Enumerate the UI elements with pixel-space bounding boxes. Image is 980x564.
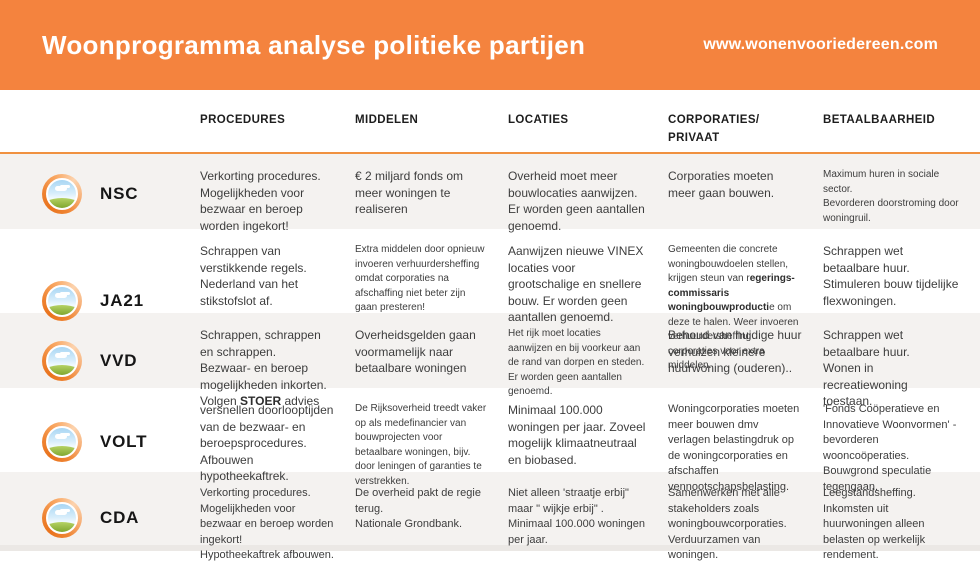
cell-locaties-ja21: Aanwijzen nieuwe VINEX locaties voor gro…: [508, 244, 644, 325]
party-name: VOLT: [100, 431, 148, 451]
party-row-volt: VOLT versnellen doorlooptijden van de bez…: [0, 388, 980, 493]
landscape-globe-icon: [46, 502, 78, 535]
party-table: NSC Verkorting procedures. Mogelijkheden …: [0, 154, 980, 561]
cell-corporaties-privaat-ja21: Gemeenten die concrete woningbouwdoelen …: [668, 244, 799, 371]
cell-middelen-ja21: Extra middelen door opnieuw invoeren ver…: [355, 244, 485, 313]
footer-strip: [0, 545, 980, 551]
cell-betaalbaarheid-volt: 'Fonds Coöperatieve en Innovatieve Woonv…: [823, 403, 957, 494]
party-logo-icon: [42, 498, 82, 539]
party-name: CDA: [100, 508, 140, 528]
cell-middelen-vvd: Overheidsgelden gaan voormamelijk naar b…: [355, 328, 476, 376]
party-name: NSC: [100, 184, 139, 204]
cell-betaalbaarheid-ja21: Schrappen wet betaalbare huur. Stimulere…: [823, 244, 959, 308]
hill-icon: [48, 522, 76, 533]
party-row-ja21: JA21 Schrappen van verstikkende regels. N…: [0, 229, 980, 371]
hill-icon: [48, 365, 76, 376]
cell-procedures-volt: versnellen doorlooptijden van de bezwaar…: [200, 403, 334, 484]
cell-procedures-cda: Verkorting procedures. Mogelijkheden voo…: [200, 487, 334, 562]
cell-betaalbaarheid-cda: Leegstandsheffing. Inkomsten uit huurwon…: [823, 487, 926, 562]
party-cell-cda: CDA: [0, 472, 200, 564]
cell-corporaties-privaat-nsc: Corporaties moeten meer gaan bouwen.: [668, 169, 775, 200]
cell-locaties-vvd: Het rijk moet locaties aanwijzen en bij …: [508, 328, 645, 397]
column-header-middelen: MIDDELEN: [355, 114, 419, 126]
party-cell-volt: VOLT: [0, 388, 200, 496]
hill-icon: [48, 305, 76, 316]
header-banner: Woonprogramma analyse politieke partijen…: [0, 0, 980, 90]
party-logo-icon: [42, 421, 82, 462]
party-cell-ja21: JA21: [0, 229, 200, 374]
header-divider-line: [0, 152, 980, 154]
hill-icon: [48, 198, 76, 209]
website-link[interactable]: www.wonenvooriedereen.com: [703, 36, 938, 53]
cell-betaalbaarheid-nsc: Maximum huren in sociale sector. Bevorde…: [823, 169, 959, 224]
party-name: VVD: [100, 351, 138, 371]
cell-locaties-cda: Niet alleen 'straatje erbij" maar " wijk…: [508, 487, 645, 546]
cloud-icon: [55, 186, 67, 192]
cell-procedures-nsc: Verkorting procedures. Mogelijkheden voo…: [200, 169, 321, 233]
party-logo-icon: [42, 174, 82, 215]
party-logo-icon: [42, 341, 82, 382]
page-title: Woonprogramma analyse politieke partijen: [42, 29, 586, 60]
cell-betaalbaarheid-vvd: Schrappen wet betaalbare huur. Wonen in …: [823, 328, 910, 409]
party-name: JA21: [100, 291, 144, 311]
party-row-cda: CDA Verkorting procedures. Mogelijkheden …: [0, 472, 980, 561]
party-row-vvd: VVD Schrappen, schrappen en schrappen. Be…: [0, 313, 980, 408]
cell-middelen-volt: De Rijksoverheid treedt vaker op als med…: [355, 403, 487, 487]
column-header-corporaties-privaat: CORPORATIES/ PRIVAAT: [668, 114, 760, 144]
cell-procedures-vvd: Schrappen, schrappen en schrappen. Bezwa…: [200, 328, 327, 409]
column-header-procedures: PROCEDURES: [200, 114, 286, 126]
cell-locaties-volt: Minimaal 100.000 woningen per jaar. Zove…: [508, 403, 646, 467]
cell-middelen-cda: De overheid pakt de regie terug. Nationa…: [355, 487, 481, 531]
cloud-icon: [55, 293, 67, 299]
party-row-nsc: NSC Verkorting procedures. Mogelijkheden …: [0, 154, 980, 233]
cell-corporaties-privaat-volt: Woningcorporaties moeten meer bouwen dmv…: [668, 403, 800, 494]
party-cell-nsc: NSC: [0, 154, 200, 234]
cell-corporaties-privaat-cda: Samenwerken met alle stakeholders zoals …: [668, 487, 787, 562]
landscape-globe-icon: [46, 285, 78, 318]
cell-locaties-nsc: Overheid moet meer bouwlocaties aanwijze…: [508, 169, 645, 233]
landscape-globe-icon: [46, 345, 78, 378]
landscape-globe-icon: [46, 425, 78, 458]
cloud-icon: [55, 433, 67, 439]
column-header-locaties: LOCATIES: [508, 114, 569, 126]
landscape-globe-icon: [46, 178, 78, 211]
hill-icon: [48, 445, 76, 456]
cloud-icon: [55, 510, 67, 516]
party-logo-icon: [42, 281, 82, 322]
cell-corporaties-privaat-vvd: Behoud van huidige huur verhuizen kleine…: [668, 328, 802, 376]
party-cell-vvd: VVD: [0, 313, 200, 410]
cell-procedures-ja21: Schrappen van verstikkende regels. Neder…: [200, 244, 307, 308]
column-header-betaalbaarheid: BETAALBAARHEID: [823, 114, 936, 126]
column-header-row: PROCEDURES MIDDELEN LOCATIES CORPORATIES…: [0, 90, 980, 152]
cloud-icon: [55, 353, 67, 359]
cell-middelen-nsc: € 2 miljard fonds om meer woningen te re…: [355, 169, 464, 217]
